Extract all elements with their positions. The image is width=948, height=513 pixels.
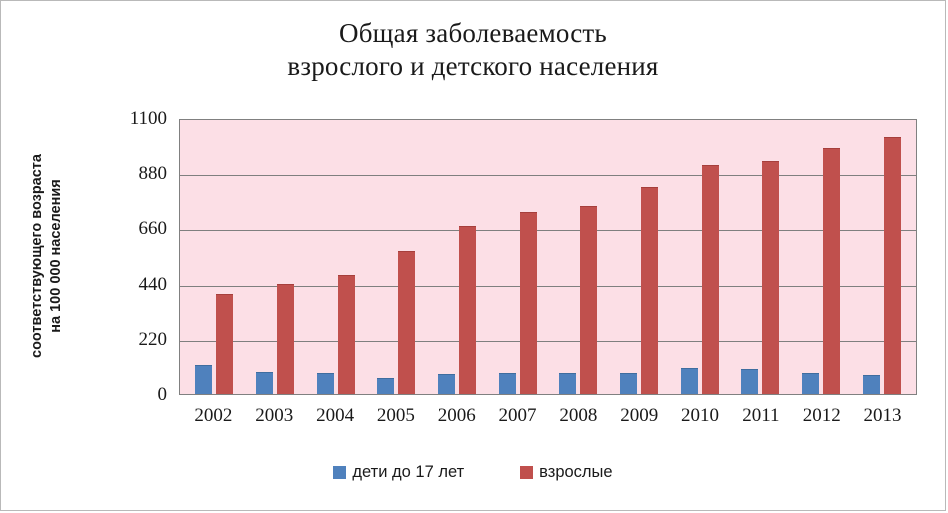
legend-label: взрослые	[539, 463, 613, 481]
bar-group	[487, 120, 548, 394]
y-axis-tick-labels: 1100 880 660 440 220 0	[93, 108, 173, 405]
bar-adults-2009[interactable]	[641, 187, 659, 394]
bar-adults-2013[interactable]	[883, 137, 901, 394]
bar-adults-2007[interactable]	[519, 212, 537, 394]
bar-adults-2010[interactable]	[701, 164, 719, 394]
bars-layer	[180, 120, 916, 394]
y-axis-tick-label: 440	[138, 273, 168, 295]
bar-group	[730, 120, 791, 394]
chart-title: Общая заболеваемость взрослого и детског…	[1, 17, 945, 83]
bar-group	[609, 120, 670, 394]
y-axis-title-line-2: соответствующего возраста	[29, 154, 45, 358]
x-axis-tick-label: 2009	[620, 405, 659, 426]
y-axis-tick-label: 220	[138, 328, 168, 350]
x-axis-tick-label: 2004	[316, 405, 355, 426]
y-axis-tick-label: 880	[138, 163, 168, 185]
bar-adults-2005[interactable]	[398, 251, 416, 394]
plot-area-wrapper	[179, 119, 917, 395]
legend-swatch-icon	[333, 466, 347, 479]
x-axis-tick-label: 2006	[437, 405, 476, 426]
chart-legend: дети до 17 лет взрослые	[1, 463, 945, 482]
bar-adults-2002[interactable]	[216, 293, 234, 394]
x-axis-tick-label: 2011	[742, 405, 780, 426]
bar-children-2006[interactable]	[438, 374, 456, 394]
bar-children-2002[interactable]	[195, 365, 213, 394]
legend-item-children[interactable]: дети до 17 лет	[333, 463, 464, 482]
y-axis-tick-label: 0	[157, 384, 168, 405]
x-axis-tick-label: 2003	[255, 405, 294, 426]
bar-group	[669, 120, 730, 394]
y-axis-tick-label: 1100	[129, 108, 167, 129]
bar-children-2004[interactable]	[316, 372, 334, 394]
gridline	[180, 285, 916, 287]
bar-group	[184, 120, 245, 394]
bar-children-2013[interactable]	[862, 375, 880, 394]
x-axis-tick-label: 2005	[376, 405, 415, 426]
plot-area	[179, 119, 917, 395]
bar-group	[245, 120, 306, 394]
bar-children-2003[interactable]	[256, 371, 273, 394]
y-axis-tick-label: 660	[138, 218, 168, 240]
y-axis-title: на 100 000 населения соответствующего во…	[19, 111, 75, 401]
bar-adults-2006[interactable]	[459, 226, 477, 394]
x-axis-tick-label: 2007	[498, 405, 537, 426]
legend-label: дети до 17 лет	[352, 463, 465, 481]
bar-adults-2012[interactable]	[823, 148, 841, 394]
chart-title-line-2: взрослого и детского населения	[287, 51, 659, 81]
gridline	[180, 230, 916, 232]
bar-children-2011[interactable]	[741, 369, 759, 394]
x-axis-tick-label: 2012	[802, 405, 841, 426]
x-axis-tick-labels: 2002 2003 2004 2005 2006 2007 2008 2009 2010 2011…	[179, 405, 917, 435]
x-axis-tick-label: 2010	[681, 405, 720, 426]
bar-group	[548, 120, 609, 394]
bar-children-2012[interactable]	[802, 372, 820, 394]
chart-title-line-1: Общая заболеваемость	[339, 18, 607, 48]
x-axis-tick-label: 2013	[863, 405, 902, 426]
legend-item-adults[interactable]: взрослые	[520, 463, 613, 482]
bar-group	[366, 120, 427, 394]
bar-adults-2003[interactable]	[277, 283, 294, 394]
bar-children-2009[interactable]	[620, 372, 638, 394]
legend-swatch-icon	[520, 466, 534, 479]
y-axis-title-line-1: на 100 000 населения	[48, 179, 64, 333]
x-axis-tick-label: 2008	[559, 405, 598, 426]
gridline	[180, 340, 916, 342]
x-axis-tick-label: 2002	[194, 405, 233, 426]
bar-group	[791, 120, 852, 394]
bar-children-2010[interactable]	[680, 367, 698, 394]
bar-children-2007[interactable]	[498, 372, 516, 394]
bar-adults-2008[interactable]	[580, 206, 598, 394]
bar-children-2008[interactable]	[559, 372, 577, 394]
bar-group	[427, 120, 488, 394]
bar-adults-2004[interactable]	[337, 275, 355, 394]
bar-group	[305, 120, 366, 394]
bar-children-2005[interactable]	[377, 377, 395, 394]
bar-adults-2011[interactable]	[762, 160, 780, 394]
bar-group	[851, 120, 912, 394]
gridline	[180, 175, 916, 177]
